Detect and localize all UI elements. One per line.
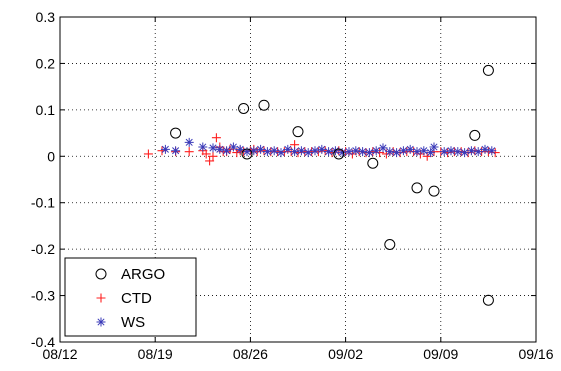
data-point-argo — [384, 239, 396, 250]
data-point-ws — [276, 148, 286, 158]
y-tick-label: -0.4 — [31, 334, 55, 350]
data-point-ws — [412, 147, 422, 157]
data-point-ws — [480, 144, 490, 154]
data-point-ws — [290, 147, 300, 157]
data-point-ws — [303, 148, 313, 158]
y-tick-label: -0.2 — [31, 241, 55, 257]
data-point-ws — [249, 146, 259, 156]
data-point-ws — [419, 146, 429, 156]
data-point-ws — [222, 146, 232, 156]
x-tick-label: 09/16 — [518, 346, 553, 362]
data-point-ws — [351, 146, 361, 156]
data-point-ws — [398, 146, 408, 156]
data-point-ws — [358, 147, 368, 157]
data-point-ws — [269, 146, 279, 156]
data-point-ws — [262, 147, 272, 157]
legend-marker-ctd — [96, 293, 106, 303]
x-tick-label: 08/19 — [138, 346, 173, 362]
data-point-ws — [215, 144, 225, 154]
data-point-argo — [428, 185, 440, 197]
data-point-ws — [256, 144, 266, 154]
legend-label-ctd: CTD — [121, 290, 152, 307]
x-tick-label: 08/26 — [233, 346, 268, 362]
data-point-argo — [241, 148, 253, 160]
data-point-ws — [344, 147, 354, 157]
data-point-ctd — [205, 156, 215, 166]
data-point-ws — [466, 146, 476, 156]
data-point-ws — [228, 142, 238, 152]
data-point-ws — [453, 147, 463, 157]
data-point-argo — [469, 129, 481, 141]
data-point-ws — [198, 142, 208, 152]
data-point-ws — [378, 143, 388, 153]
data-point-ws — [296, 146, 306, 156]
y-tick-label: -0.1 — [31, 195, 55, 211]
data-point-ws — [385, 147, 395, 157]
data-point-ws — [487, 146, 497, 156]
data-point-ws — [324, 147, 334, 157]
data-point-argo — [333, 148, 345, 160]
data-point-argo — [482, 64, 494, 76]
data-point-ws — [184, 137, 194, 147]
data-point-ctd — [208, 151, 218, 161]
x-tick-label: 08/12 — [42, 346, 77, 362]
data-point-argo — [238, 102, 250, 114]
y-tick-label: -0.3 — [31, 288, 55, 304]
data-point-ws — [405, 144, 415, 154]
data-point-ws — [446, 146, 456, 156]
y-tick-label: 0.2 — [36, 55, 56, 71]
data-point-ws — [310, 146, 320, 156]
data-point-ws — [429, 142, 439, 152]
y-tick-label: 0 — [47, 148, 55, 164]
x-tick-label: 09/02 — [328, 346, 363, 362]
data-marks — [143, 64, 500, 306]
data-point-ctd — [211, 133, 221, 143]
data-point-ws — [426, 148, 436, 158]
plot-frame — [59, 16, 537, 343]
data-point-ws — [460, 148, 470, 158]
legend-marker-ws — [96, 317, 106, 327]
data-point-ws — [317, 144, 327, 154]
data-point-ctd — [143, 149, 153, 159]
y-tick-label: 0.1 — [36, 102, 56, 118]
data-point-ctd — [201, 149, 211, 159]
data-point-ws — [208, 143, 218, 153]
data-point-ws — [235, 144, 245, 154]
data-point-ws — [283, 144, 293, 154]
data-point-ws — [371, 146, 381, 156]
axes: 08/12 08/19 08/26 09/02 09/09 09/16 0.3 0.2 0.1 0… — [31, 9, 554, 362]
data-point-ws — [242, 147, 252, 157]
legend-label-argo: ARGO — [121, 266, 165, 283]
data-point-ws — [160, 144, 170, 154]
data-point-ws — [439, 147, 449, 157]
y-tick-label: 0.3 — [36, 9, 56, 25]
data-point-ctd — [184, 147, 194, 157]
data-point-ws — [392, 148, 402, 158]
data-point-argo — [482, 294, 494, 306]
data-point-argo — [170, 127, 182, 139]
data-point-argo — [411, 182, 423, 194]
legend: ARGO CTD WS — [64, 257, 197, 337]
legend-label-ws: WS — [121, 314, 145, 331]
data-point-argo — [292, 126, 304, 138]
legend-marker-argo — [95, 268, 107, 280]
data-point-ws — [473, 147, 483, 157]
data-point-ws — [364, 148, 374, 158]
x-tick-label: 09/09 — [423, 346, 458, 362]
legend-box — [64, 257, 197, 337]
data-point-argo — [367, 157, 379, 169]
data-point-ws — [337, 148, 347, 158]
data-point-ws — [171, 146, 181, 156]
data-point-argo — [258, 99, 270, 111]
